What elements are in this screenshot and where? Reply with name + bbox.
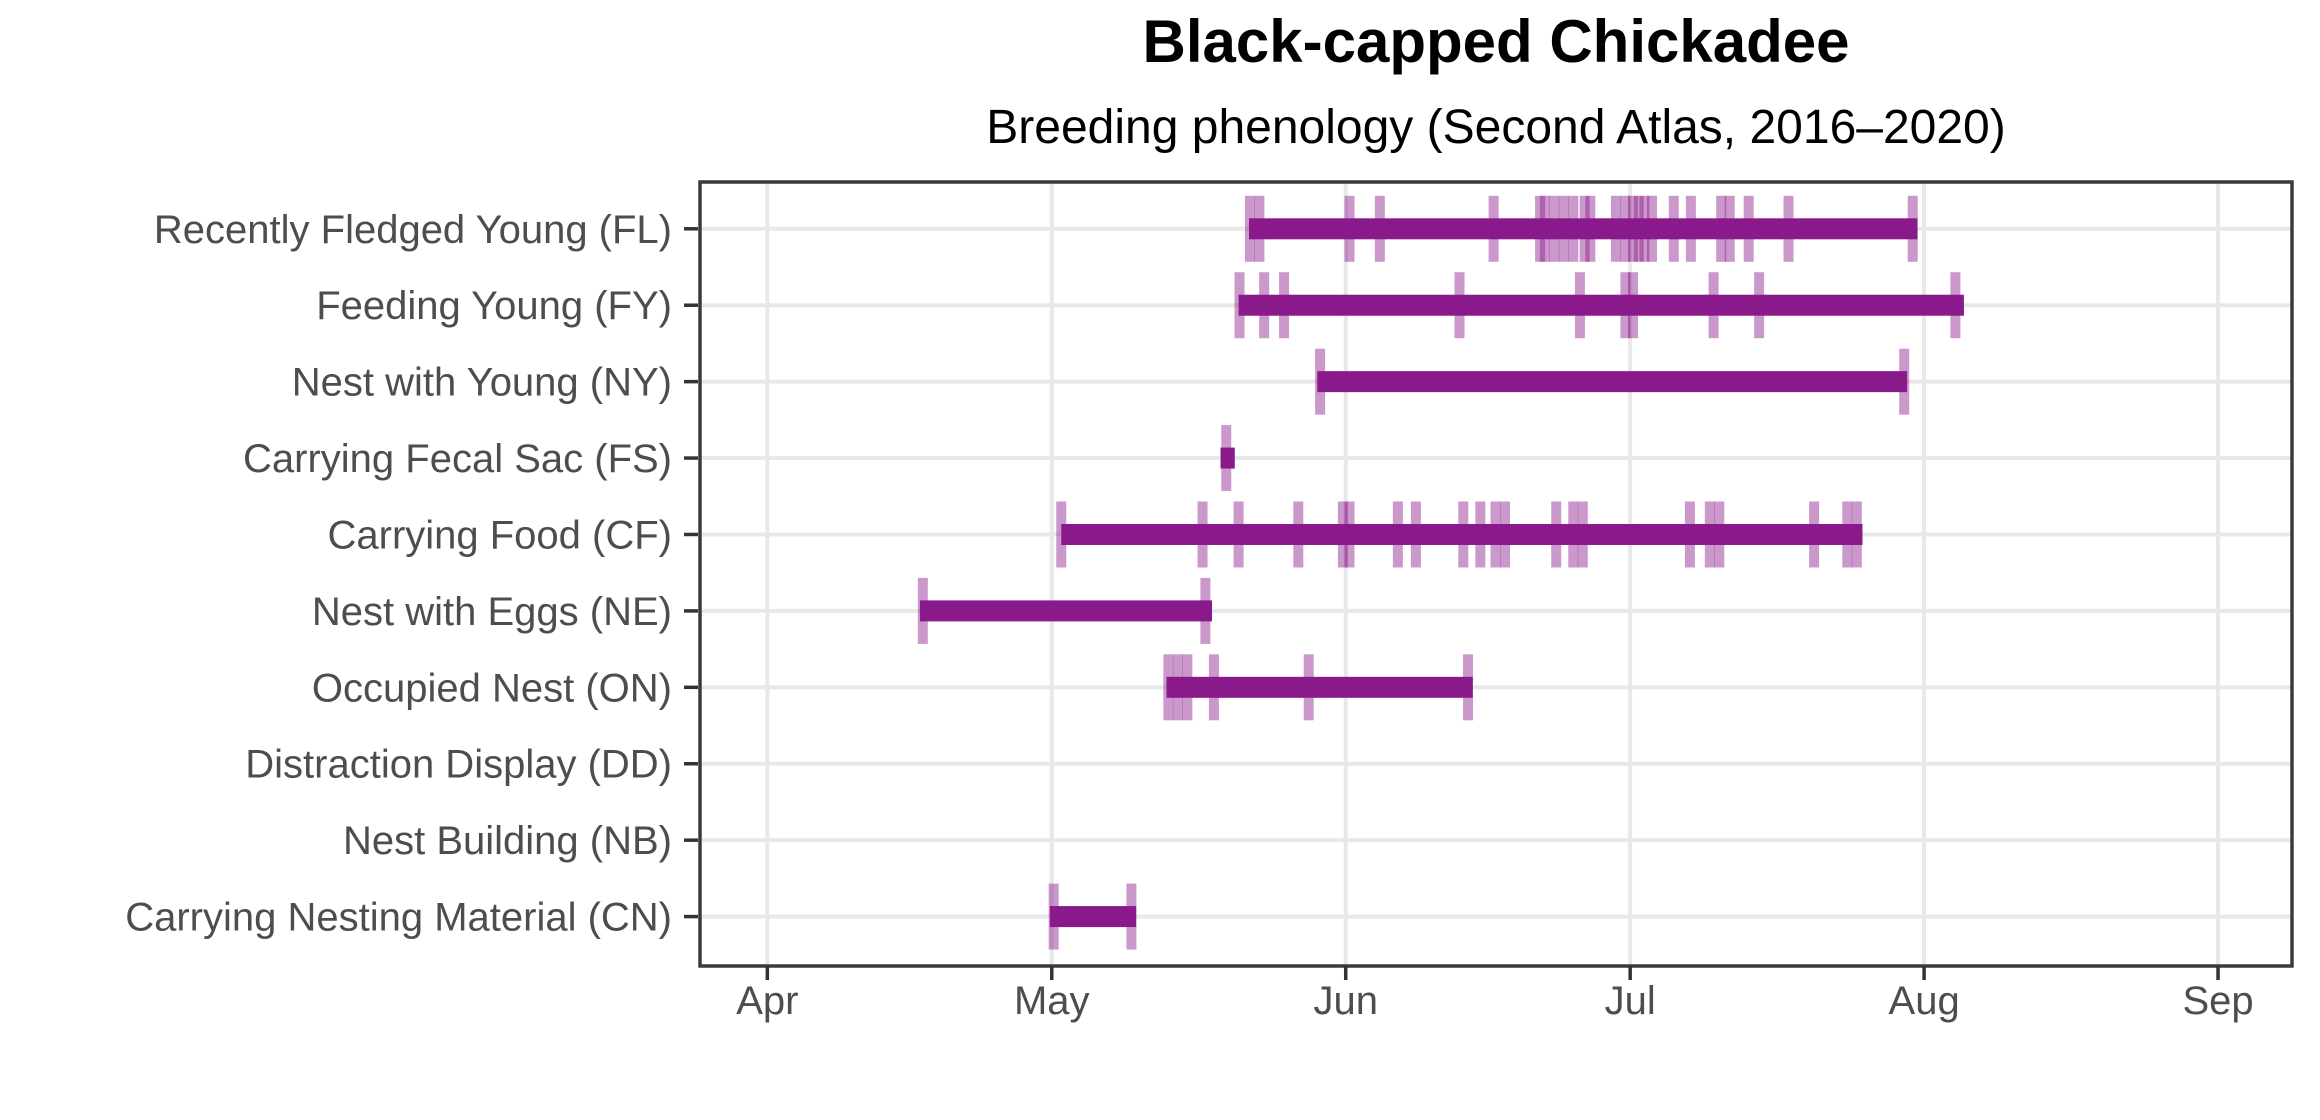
y-axis-label-fy: Feeding Young (FY) [316,284,672,328]
y-axis-label-cn: Carrying Nesting Material (CN) [125,896,672,940]
range-bar-cn [1049,906,1137,928]
chart-subtitle: Breeding phenology (Second Atlas, 2016–2… [986,101,2006,154]
y-axis-label-ny: Nest with Young (NY) [292,361,672,405]
chart-title: Black-capped Chickadee [1142,8,1850,75]
x-axis-label-jul: Jul [1605,979,1656,1023]
x-axis-label-aug: Aug [1889,979,1960,1023]
range-bar-fy [1238,294,1964,316]
x-axis-label-jun: Jun [1313,979,1378,1023]
x-axis-label-may: May [1014,979,1090,1023]
x-axis-label-sep: Sep [2182,979,2253,1023]
y-axis-label-cf: Carrying Food (CF) [327,513,672,557]
x-axis-label-apr: Apr [736,979,798,1023]
range-bar-fl [1248,218,1918,240]
range-bar-ne [919,600,1213,622]
y-axis-label-ne: Nest with Eggs (NE) [312,590,672,634]
range-bar-fs [1220,447,1235,469]
y-axis-label-fl: Recently Fledged Young (FL) [154,208,672,252]
panel-border [698,180,2294,968]
range-bar-ny [1317,371,1908,393]
range-bar-on [1166,676,1473,698]
range-bar-cf [1061,523,1863,545]
y-axis-label-fs: Carrying Fecal Sac (FS) [243,437,672,481]
y-axis-label-on: Occupied Nest (ON) [312,666,672,710]
y-axis-label-nb: Nest Building (NB) [343,819,672,863]
y-axis-label-dd: Distraction Display (DD) [245,743,672,787]
